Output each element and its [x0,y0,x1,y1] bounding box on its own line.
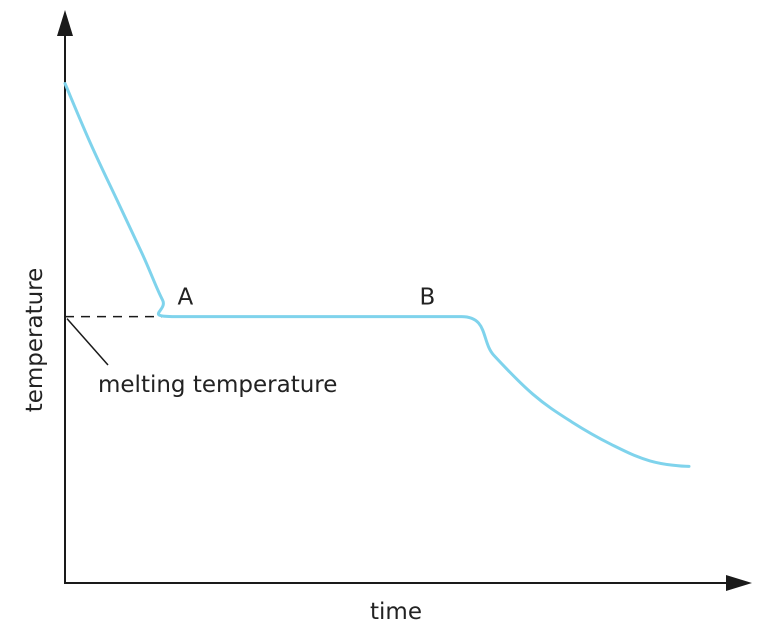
melting-temperature-label: melting temperature [98,372,337,398]
point-label-a: A [178,285,194,311]
series-line-temperature [63,82,691,468]
point-label-b: B [420,285,436,311]
x-axis-label: time [370,599,422,625]
y-axis-label: temperature [22,268,48,413]
y-axis-arrow-icon [57,10,73,36]
melting-temperature-leader-line [66,318,109,366]
x-axis-arrow-icon [726,575,752,591]
